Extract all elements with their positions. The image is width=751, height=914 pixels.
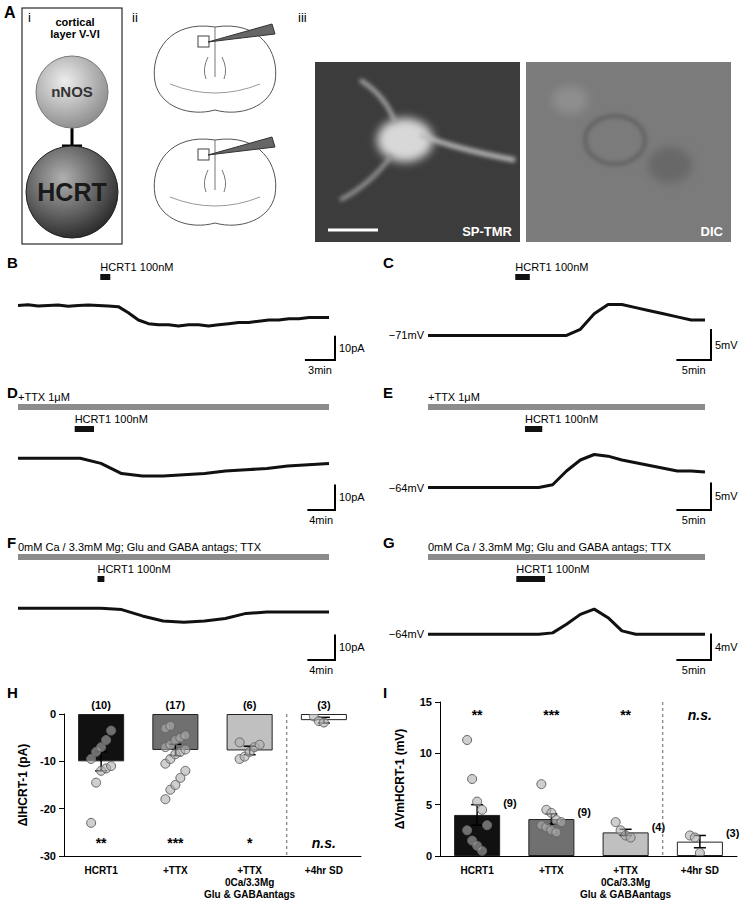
svg-text:(9): (9) bbox=[503, 797, 517, 809]
svg-text:I: I bbox=[383, 684, 387, 701]
svg-text:+4hr SD: +4hr SD bbox=[305, 865, 343, 876]
svg-text:iii: iii bbox=[298, 10, 307, 25]
svg-text:0: 0 bbox=[426, 850, 432, 862]
svg-text:**: ** bbox=[96, 835, 107, 851]
svg-text:+TTX: +TTX bbox=[237, 865, 262, 876]
svg-text:*: * bbox=[247, 835, 253, 851]
svg-text:HCRT1 100nM: HCRT1 100nM bbox=[515, 261, 588, 273]
svg-text:4min: 4min bbox=[309, 664, 333, 676]
svg-text:E: E bbox=[383, 384, 393, 401]
svg-text:−64mV: −64mV bbox=[389, 482, 425, 494]
svg-text:+TTX: +TTX bbox=[539, 865, 564, 876]
svg-text:4mV: 4mV bbox=[715, 641, 738, 653]
svg-text:HCRT1 100nM: HCRT1 100nM bbox=[516, 563, 589, 575]
svg-text:n.s.: n.s. bbox=[312, 835, 336, 851]
svg-text:0mM Ca / 3.3mM Mg; Glu and GAB: 0mM Ca / 3.3mM Mg; Glu and GABA antags; … bbox=[18, 541, 262, 553]
svg-text:+TTX 1μM: +TTX 1μM bbox=[18, 391, 70, 403]
svg-text:-10: -10 bbox=[40, 755, 56, 767]
svg-text:HCRT1: HCRT1 bbox=[84, 865, 118, 876]
svg-text:A: A bbox=[4, 4, 16, 21]
svg-text:5mV: 5mV bbox=[715, 339, 738, 351]
svg-text:0: 0 bbox=[50, 708, 56, 720]
svg-text:Glu & GABAantags: Glu & GABAantags bbox=[580, 889, 672, 900]
svg-text:5min: 5min bbox=[682, 664, 706, 676]
svg-text:15: 15 bbox=[420, 696, 432, 708]
svg-text:Glu & GABAantags: Glu & GABAantags bbox=[204, 889, 296, 900]
svg-text:HCRT1 100nM: HCRT1 100nM bbox=[75, 413, 148, 425]
svg-text:nNOS: nNOS bbox=[51, 83, 93, 100]
svg-text:ΔVmHCRT-1 (mV): ΔVmHCRT-1 (mV) bbox=[393, 729, 407, 830]
svg-text:+TTX: +TTX bbox=[163, 865, 188, 876]
svg-text:(3): (3) bbox=[317, 699, 331, 711]
svg-text:**: ** bbox=[472, 707, 483, 723]
svg-text:5min: 5min bbox=[682, 514, 706, 526]
svg-text:(3): (3) bbox=[726, 827, 740, 839]
svg-text:-30: -30 bbox=[40, 850, 56, 862]
svg-text:HCRT1 100nM: HCRT1 100nM bbox=[100, 261, 173, 273]
svg-text:0Ca/3.3Mg: 0Ca/3.3Mg bbox=[225, 877, 274, 888]
svg-text:10pA: 10pA bbox=[339, 342, 365, 354]
svg-text:**: ** bbox=[620, 707, 631, 723]
svg-text:F: F bbox=[7, 534, 16, 551]
svg-text:10pA: 10pA bbox=[339, 491, 365, 503]
svg-text:DIC: DIC bbox=[701, 224, 724, 239]
svg-text:(4): (4) bbox=[652, 821, 666, 833]
svg-text:SP-TMR: SP-TMR bbox=[462, 224, 512, 239]
svg-text:4min: 4min bbox=[309, 514, 333, 526]
svg-text:HCRT1 100nM: HCRT1 100nM bbox=[525, 413, 598, 425]
svg-text:H: H bbox=[7, 684, 18, 701]
svg-text:−64mV: −64mV bbox=[389, 628, 425, 640]
svg-text:D: D bbox=[7, 384, 18, 401]
svg-text:n.s.: n.s. bbox=[688, 707, 712, 723]
svg-text:HCRT1: HCRT1 bbox=[460, 865, 494, 876]
svg-text:+4hr SD: +4hr SD bbox=[681, 865, 719, 876]
svg-text:10: 10 bbox=[420, 747, 432, 759]
svg-text:ΔIHCRT-1 (pA): ΔIHCRT-1 (pA) bbox=[16, 744, 30, 827]
svg-text:-20: -20 bbox=[40, 803, 56, 815]
svg-text:i: i bbox=[28, 10, 31, 25]
svg-text:layer V-VI: layer V-VI bbox=[50, 28, 100, 40]
svg-text:***: *** bbox=[167, 835, 184, 851]
svg-text:(9): (9) bbox=[577, 806, 591, 818]
svg-text:+TTX 1μM: +TTX 1μM bbox=[428, 391, 480, 403]
svg-text:−71mV: −71mV bbox=[389, 329, 425, 341]
svg-text:***: *** bbox=[543, 707, 560, 723]
svg-text:+TTX: +TTX bbox=[613, 865, 638, 876]
svg-text:10pA: 10pA bbox=[339, 641, 365, 653]
svg-text:(10): (10) bbox=[91, 699, 111, 711]
svg-text:(17): (17) bbox=[166, 699, 186, 711]
svg-text:(6): (6) bbox=[243, 699, 257, 711]
svg-text:3min: 3min bbox=[308, 364, 332, 376]
svg-text:ii: ii bbox=[132, 10, 138, 25]
svg-text:cortical: cortical bbox=[55, 16, 94, 28]
svg-text:HCRT: HCRT bbox=[37, 178, 106, 206]
svg-text:0mM Ca / 3.3mM Mg; Glu and GAB: 0mM Ca / 3.3mM Mg; Glu and GABA antags; … bbox=[428, 541, 672, 553]
svg-text:B: B bbox=[7, 254, 18, 271]
svg-text:HCRT1 100nM: HCRT1 100nM bbox=[97, 563, 170, 575]
svg-text:5mV: 5mV bbox=[715, 490, 738, 502]
svg-text:0Ca/3.3Mg: 0Ca/3.3Mg bbox=[601, 877, 650, 888]
svg-text:C: C bbox=[383, 254, 394, 271]
svg-text:5min: 5min bbox=[682, 364, 706, 376]
svg-text:G: G bbox=[383, 534, 395, 551]
svg-text:5: 5 bbox=[426, 799, 432, 811]
